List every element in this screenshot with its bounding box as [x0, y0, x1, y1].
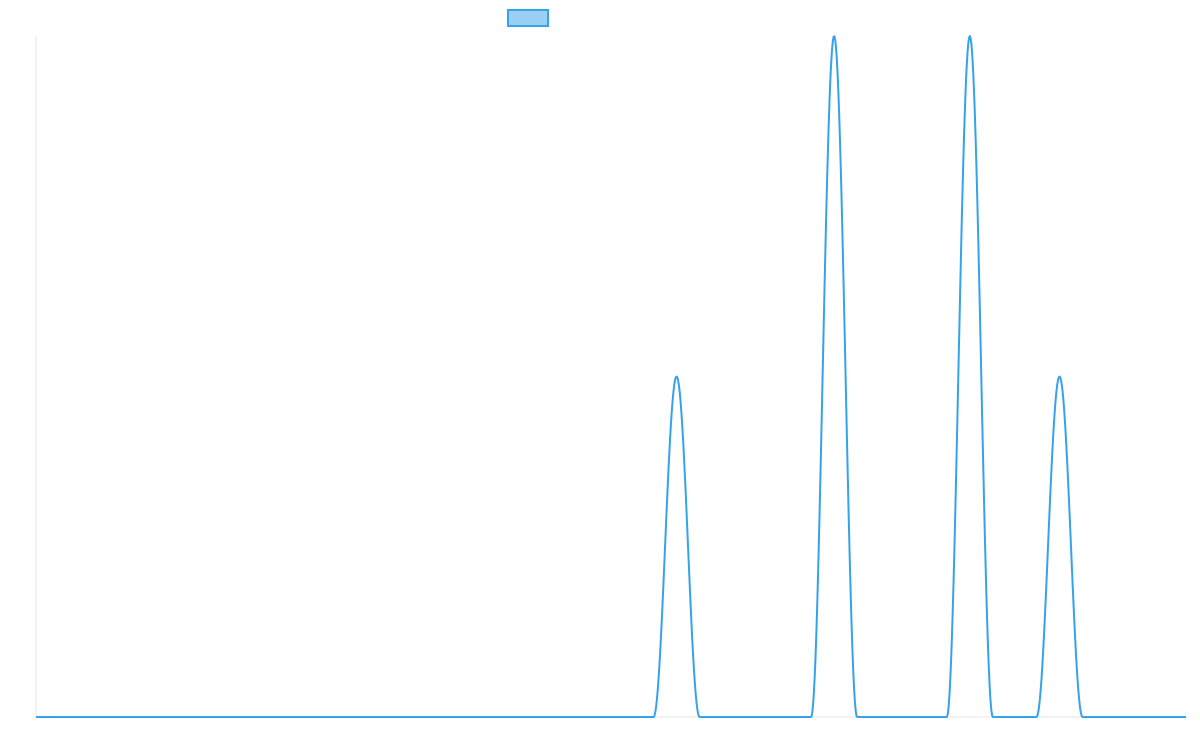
- series-layer: [35, 35, 1187, 718]
- series-line[interactable]: [35, 35, 1187, 718]
- legend-swatch[interactable]: [507, 9, 549, 27]
- legend[interactable]: [507, 9, 549, 27]
